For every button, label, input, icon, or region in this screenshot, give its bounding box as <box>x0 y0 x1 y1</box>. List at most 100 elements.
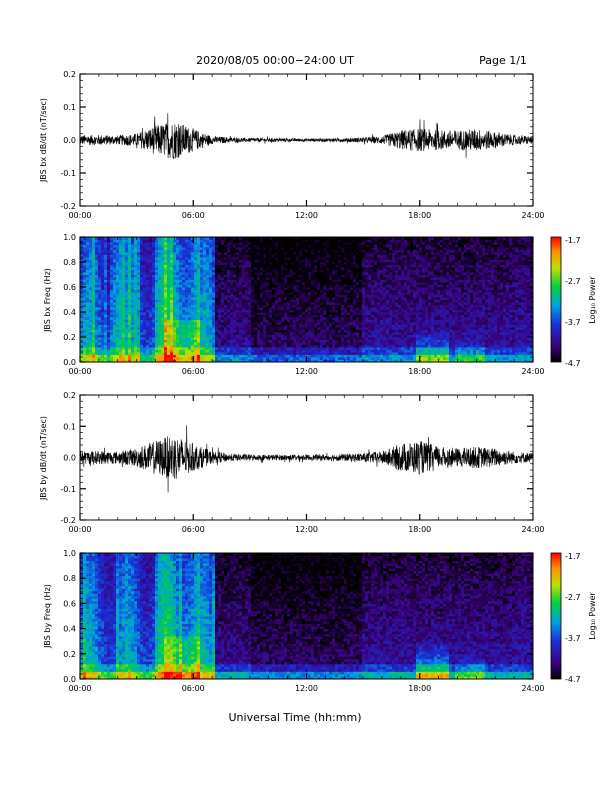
spectrogram-cell <box>269 327 273 330</box>
spectrogram-cell <box>116 354 120 358</box>
spectrogram-cell <box>185 272 189 275</box>
spectrogram-cell <box>113 254 117 258</box>
spectrogram-cell <box>122 324 126 328</box>
spectrogram-cell <box>155 309 159 313</box>
spectrogram-cell <box>320 264 324 268</box>
spectrogram-cell <box>347 332 351 335</box>
spectrogram-cell <box>122 354 126 358</box>
spectrogram-cell <box>347 277 351 280</box>
spectrogram-cell <box>179 262 183 265</box>
spectrogram-cell <box>314 304 318 308</box>
spectrogram-cell <box>257 359 261 363</box>
spectrogram-cell <box>146 342 150 345</box>
spectrogram-cell <box>293 312 297 315</box>
spectrogram-cell <box>245 354 249 358</box>
spectrogram-cell <box>296 264 300 268</box>
spectrogram-cell <box>332 319 336 323</box>
spectrogram-cell <box>122 319 126 323</box>
spectrogram-cell <box>128 304 132 308</box>
spectrogram-cell <box>293 257 297 260</box>
spectrogram-cell <box>254 282 258 285</box>
spectrogram-cell <box>89 289 93 293</box>
spectrogram-cell <box>227 242 231 245</box>
spectrogram-cell <box>314 242 318 245</box>
spectrogram-cell <box>317 254 321 258</box>
spectrogram-cell <box>194 294 198 298</box>
spectrogram-cell <box>356 254 360 258</box>
spectrogram-cell <box>281 294 285 298</box>
spectrogram-cell <box>131 324 135 328</box>
spectrogram-cell <box>155 282 159 285</box>
spectrogram-cell <box>221 274 225 278</box>
spectrogram-cell <box>338 267 342 270</box>
spectrogram-cell <box>347 297 351 300</box>
spectrogram-cell <box>146 327 150 330</box>
spectrogram-cell <box>221 354 225 358</box>
spectrogram-cell <box>194 257 198 260</box>
spectrogram-cell <box>260 287 264 290</box>
spectrogram-cell <box>206 274 210 278</box>
spectrogram-cell <box>239 274 243 278</box>
spectrogram-cell <box>248 239 252 243</box>
spectrogram-cell <box>131 354 135 358</box>
spectrogram-cell <box>143 329 147 333</box>
spectrogram-cell <box>302 342 306 345</box>
spectrogram-cell <box>152 349 156 353</box>
spectrogram-cell <box>161 349 165 353</box>
spectrogram-cell <box>131 344 135 348</box>
spectrogram-cell <box>101 257 105 260</box>
spectrogram-cell <box>86 289 90 293</box>
spectrogram-cell <box>245 329 249 333</box>
spectrogram-cell <box>284 324 288 328</box>
spectrogram-cell <box>239 237 243 240</box>
spectrogram-cell <box>98 262 102 265</box>
spectrogram-cell <box>302 287 306 290</box>
spectrogram-cell <box>188 257 192 260</box>
spectrogram-cell <box>122 252 126 255</box>
spectrogram-cell <box>299 294 303 298</box>
spectrogram-cell <box>341 237 345 240</box>
spectrogram-cell <box>356 247 360 250</box>
spectrogram-cell <box>119 249 123 253</box>
spectrogram-cell <box>209 277 213 280</box>
spectrogram-cell <box>143 272 147 275</box>
spectrogram-cell <box>236 312 240 315</box>
spectrogram-cell <box>272 294 276 298</box>
spectrogram-cell <box>296 282 300 285</box>
spectrogram-cell <box>137 287 141 290</box>
spectrogram-cell <box>350 292 354 295</box>
spectrogram-cell <box>158 279 162 283</box>
spectrogram-cell <box>170 309 174 313</box>
spectrogram-cell <box>80 292 84 295</box>
spectrogram-cell <box>137 314 141 318</box>
spectrogram-cell <box>200 264 204 268</box>
spectrogram-cell <box>86 339 90 343</box>
spectrogram-cell <box>131 242 135 245</box>
spectrogram-cell <box>218 354 222 358</box>
spectrogram-cell <box>227 359 231 363</box>
spectrogram-cell <box>293 337 297 340</box>
spectrogram-cell <box>188 329 192 333</box>
spectrogram-cell <box>125 297 129 300</box>
spectrogram-cell <box>272 317 276 320</box>
spectrogram-cell <box>185 249 189 253</box>
spectrogram-cell <box>323 299 327 303</box>
spectrogram-cell <box>161 239 165 243</box>
spectrogram-cell <box>290 337 294 340</box>
spectrogram-cell <box>182 257 186 260</box>
spectrogram-cell <box>275 269 279 273</box>
spectrogram-cell <box>200 272 204 275</box>
spectrogram-cell <box>257 284 261 288</box>
spectrogram-cell <box>161 324 165 328</box>
spectrogram-cell <box>350 277 354 280</box>
spectrogram-cell <box>317 347 321 350</box>
spectrogram-cell <box>290 252 294 255</box>
spectrogram-cell <box>251 307 255 310</box>
spectrogram-cell <box>287 354 291 358</box>
spectrogram-cell <box>290 319 294 323</box>
spectrogram-cell <box>359 274 363 278</box>
spectrogram-cell <box>89 257 93 260</box>
spectrogram-cell <box>284 329 288 333</box>
spectrogram-cell <box>359 339 363 343</box>
spectrogram-cell <box>224 302 228 305</box>
